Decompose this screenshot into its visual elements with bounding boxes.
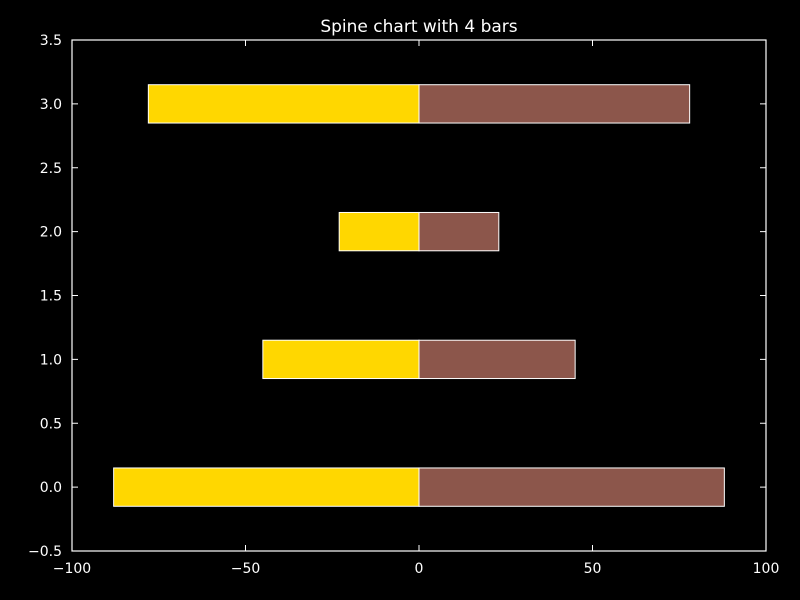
bar-left-0 <box>113 467 420 507</box>
y-tick-label: 2.0 <box>40 225 62 241</box>
x-tick-label: 100 <box>753 561 780 577</box>
y-tick-label: 1.5 <box>40 289 62 305</box>
y-tick-label: 3.5 <box>40 33 62 49</box>
bar-left-2 <box>338 211 420 252</box>
x-tick-label: −50 <box>231 561 261 577</box>
bars-layer <box>113 84 725 507</box>
x-tick-label: 0 <box>415 561 424 577</box>
x-tick-label: −100 <box>53 561 91 577</box>
y-tick-label: 0.5 <box>40 416 62 432</box>
plot-area <box>71 39 767 552</box>
bar-right-3 <box>418 84 691 124</box>
chart-title: Spine chart with 4 bars <box>320 17 517 37</box>
y-tick-label: 0.0 <box>40 480 62 496</box>
bar-right-0 <box>418 467 725 507</box>
y-tick-label: 3.0 <box>40 97 62 113</box>
x-tick-label: 50 <box>584 561 602 577</box>
bar-right-2 <box>418 211 500 252</box>
y-tick-label: 1.0 <box>40 352 62 368</box>
bar-right-1 <box>418 339 576 380</box>
ticks-layer: −100 −50 0 50 100 −0.5 0.0 0.5 1.0 1.5 2.0 2.5 3.0 3.… <box>28 33 779 577</box>
y-tick-label: −0.5 <box>28 544 62 560</box>
bar-left-3 <box>147 84 420 124</box>
bar-left-1 <box>262 339 420 380</box>
y-tick-label: 2.5 <box>40 161 62 177</box>
